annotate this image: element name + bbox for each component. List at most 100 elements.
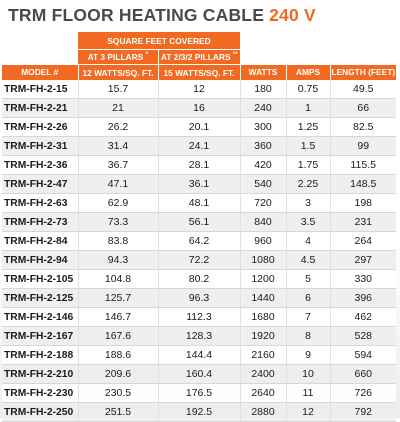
cell-sqft-15w: 112.3 <box>157 307 240 327</box>
cell-watts: 720 <box>239 193 286 213</box>
table-row: TRM-FH-2-15 15.7 12 180 0.75 49.5 <box>2 80 396 99</box>
table-row: TRM-FH-2-21 21 16 240 1 66 <box>2 98 396 118</box>
cell-amps: 2.25 <box>285 174 330 194</box>
cell-amps: 8 <box>285 326 330 346</box>
col-header-amps: AMPS <box>285 64 330 80</box>
table-row: TRM-FH-2-146 146.7 112.3 1680 7 462 <box>2 307 396 327</box>
cell-watts: 1080 <box>239 250 286 270</box>
cell-model: TRM-FH-2-230 <box>2 383 78 403</box>
table-row: TRM-FH-2-26 26.2 20.1 300 1.25 82.5 <box>2 117 396 137</box>
cell-sqft-15w: 160.4 <box>157 364 240 384</box>
cell-amps: 3.5 <box>285 212 330 232</box>
cell-sqft-12w: 15.7 <box>77 80 158 99</box>
cell-sqft-12w: 21 <box>77 98 158 118</box>
cell-watts: 300 <box>239 117 286 137</box>
cell-model: TRM-FH-2-31 <box>2 136 78 156</box>
cell-watts: 540 <box>239 174 286 194</box>
cell-length: 528 <box>329 326 396 346</box>
cell-watts: 180 <box>239 80 286 99</box>
table-row: TRM-FH-2-230 230.5 176.5 2640 11 726 <box>2 383 396 403</box>
cell-length: 396 <box>329 288 396 308</box>
cell-sqft-12w: 167.6 <box>77 326 158 346</box>
cell-sqft-12w: 230.5 <box>77 383 158 403</box>
cell-length: 594 <box>329 345 396 365</box>
cell-sqft-12w: 251.5 <box>77 402 158 422</box>
table-row: TRM-FH-2-250 251.5 192.5 2880 12 792 <box>2 402 396 422</box>
cell-model: TRM-FH-2-188 <box>2 345 78 365</box>
cell-amps: 7 <box>285 307 330 327</box>
cell-watts: 1200 <box>239 269 286 289</box>
table-row: TRM-FH-2-47 47.1 36.1 540 2.25 148.5 <box>2 174 396 194</box>
table-row: TRM-FH-2-73 73.3 56.1 840 3.5 231 <box>2 212 396 232</box>
cell-sqft-12w: 31.4 <box>77 136 158 156</box>
cell-model: TRM-FH-2-47 <box>2 174 78 194</box>
cell-amps: 9 <box>285 345 330 365</box>
cell-watts: 2400 <box>239 364 286 384</box>
cell-sqft-12w: 125.7 <box>77 288 158 308</box>
header-sub-232-pillars: AT 2/3/2 PILLARS ** <box>157 49 240 65</box>
cell-sqft-15w: 20.1 <box>157 117 240 137</box>
header-spacer <box>240 50 396 65</box>
cell-model: TRM-FH-2-84 <box>2 231 78 251</box>
table-row: TRM-FH-2-188 188.6 144.4 2160 9 594 <box>2 345 396 365</box>
cell-model: TRM-FH-2-73 <box>2 212 78 232</box>
cell-sqft-15w: 128.3 <box>157 326 240 346</box>
cell-sqft-15w: 28.1 <box>157 155 240 175</box>
cell-amps: 1.25 <box>285 117 330 137</box>
cell-amps: 0.75 <box>285 80 330 99</box>
cell-length: 297 <box>329 250 396 270</box>
column-header-row: MODEL # 12 WATTS/SQ. FT. 15 WATTS/SQ. FT… <box>2 64 396 80</box>
cell-length: 792 <box>329 402 396 422</box>
cell-model: TRM-FH-2-167 <box>2 326 78 346</box>
cell-amps: 11 <box>285 383 330 403</box>
cell-sqft-12w: 146.7 <box>77 307 158 327</box>
cell-sqft-15w: 176.5 <box>157 383 240 403</box>
cell-length: 115.5 <box>329 155 396 175</box>
cell-sqft-12w: 94.3 <box>77 250 158 270</box>
cell-sqft-12w: 83.8 <box>77 231 158 251</box>
cell-model: TRM-FH-2-94 <box>2 250 78 270</box>
cell-model: TRM-FH-2-250 <box>2 402 78 422</box>
cell-watts: 1680 <box>239 307 286 327</box>
heating-cable-table: SQUARE FEET COVERED AT 3 PILLARS * AT 2/… <box>2 32 396 422</box>
cell-watts: 240 <box>239 98 286 118</box>
cell-watts: 360 <box>239 136 286 156</box>
header-sub-3-pillars: AT 3 PILLARS * <box>78 49 158 65</box>
cell-sqft-12w: 73.3 <box>77 212 158 232</box>
header-spacer <box>2 50 78 65</box>
cell-watts: 420 <box>239 155 286 175</box>
cell-model: TRM-FH-2-125 <box>2 288 78 308</box>
cell-watts: 2160 <box>239 345 286 365</box>
col-header-watts: WATTS <box>239 64 286 80</box>
header-spacer <box>240 32 396 50</box>
col-header-model: MODEL # <box>2 64 78 80</box>
cell-model: TRM-FH-2-146 <box>2 307 78 327</box>
cell-model: TRM-FH-2-105 <box>2 269 78 289</box>
col-header-length: LENGTH (FEET) <box>329 64 396 80</box>
cell-sqft-15w: 192.5 <box>157 402 240 422</box>
cell-length: 726 <box>329 383 396 403</box>
cell-length: 99 <box>329 136 396 156</box>
cell-amps: 6 <box>285 288 330 308</box>
header-group-square-feet: SQUARE FEET COVERED <box>78 32 240 50</box>
cell-sqft-15w: 24.1 <box>157 136 240 156</box>
cell-sqft-12w: 62.9 <box>77 193 158 213</box>
cell-sqft-12w: 104.8 <box>77 269 158 289</box>
cell-watts: 840 <box>239 212 286 232</box>
footnote-mark: * <box>145 52 148 59</box>
cell-sqft-15w: 64.2 <box>157 231 240 251</box>
cell-sqft-15w: 72.2 <box>157 250 240 270</box>
cell-amps: 4 <box>285 231 330 251</box>
cell-amps: 1.5 <box>285 136 330 156</box>
cell-sqft-12w: 47.1 <box>77 174 158 194</box>
table-row: TRM-FH-2-210 209.6 160.4 2400 10 660 <box>2 364 396 384</box>
cell-amps: 3 <box>285 193 330 213</box>
table-body: TRM-FH-2-15 15.7 12 180 0.75 49.5 TRM-FH-2-21 2… <box>2 80 396 422</box>
header-sub-232-pillars-label: AT 2/3/2 PILLARS <box>160 52 231 62</box>
cell-length: 148.5 <box>329 174 396 194</box>
col-header-15w: 15 WATTS/SQ. FT. <box>157 64 240 80</box>
cell-amps: 5 <box>285 269 330 289</box>
cell-sqft-15w: 36.1 <box>157 174 240 194</box>
cell-watts: 1920 <box>239 326 286 346</box>
page-title: TRM FLOOR HEATING CABLE 240 V <box>8 5 316 26</box>
